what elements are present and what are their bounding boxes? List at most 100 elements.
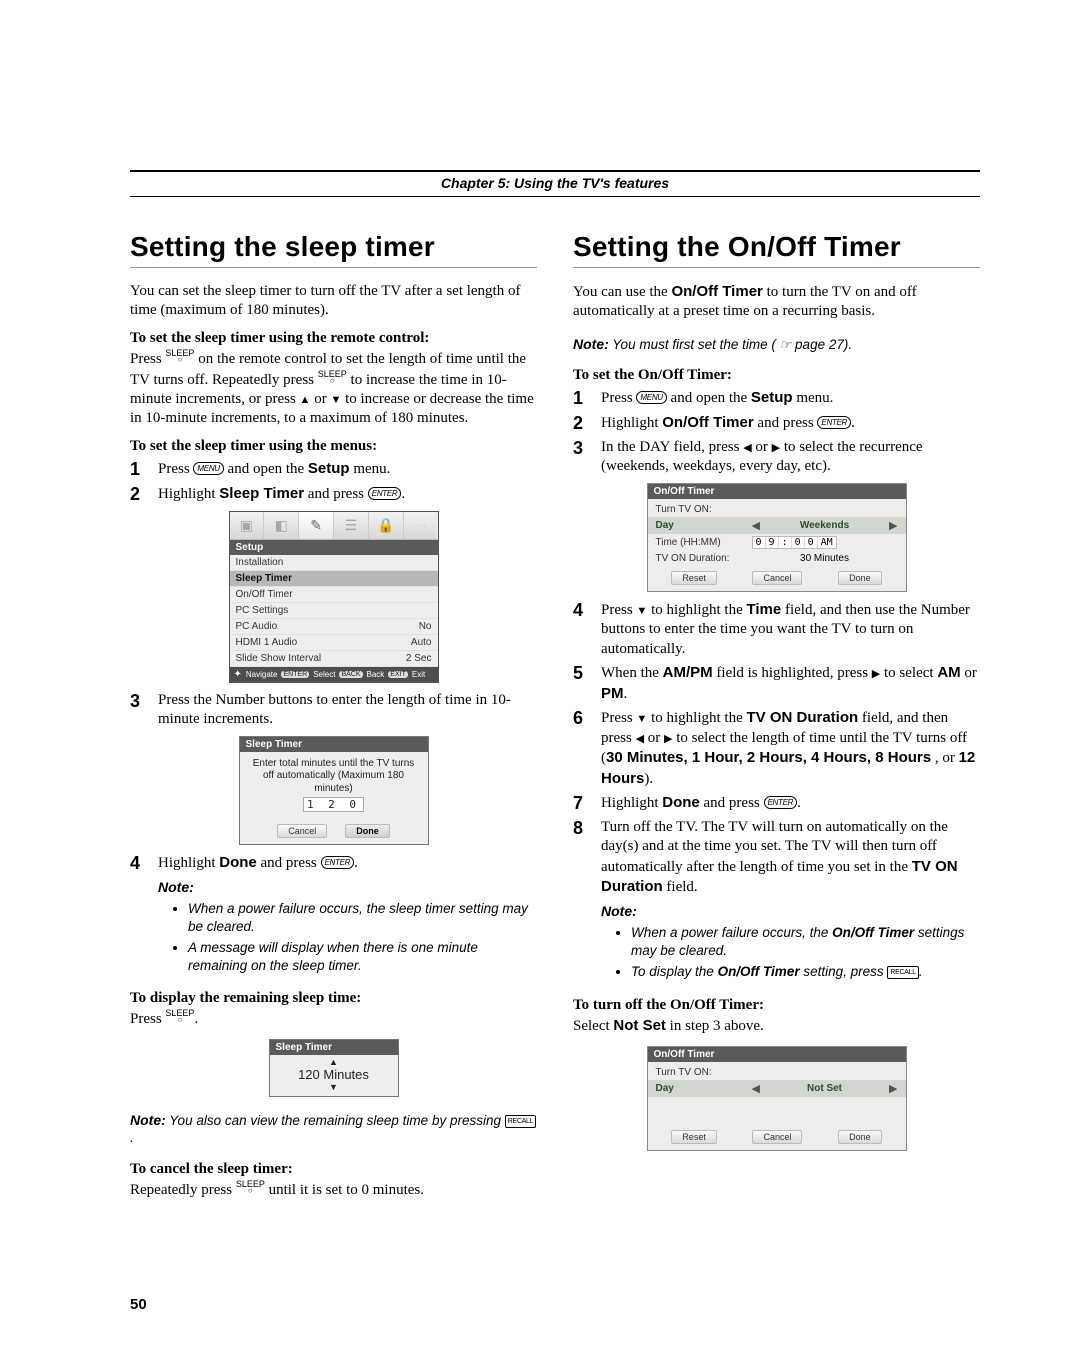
cancel-button: Cancel: [752, 571, 802, 585]
step-3: 3 Press the Number buttons to enter the …: [130, 691, 537, 730]
list-item: PC AudioNo: [230, 619, 438, 635]
down-arrow-icon: [636, 602, 647, 618]
done-button: Done: [345, 824, 390, 838]
left-chevron-icon: [752, 1082, 760, 1095]
right-column: Setting the On/Off Timer You can use the…: [573, 231, 980, 1210]
sleep-remaining-panel-wrap: Sleep Timer ▲ 120 Minutes ▼: [130, 1039, 537, 1097]
tab-icon-lock: 🔒: [369, 512, 404, 539]
setup-header: Setup: [230, 540, 438, 555]
r-step-1: 1 Press MENU and open the Setup menu.: [573, 388, 980, 409]
left-para1: Press SLEEP on the remote control to set…: [130, 349, 537, 428]
panel-header: Sleep Timer: [240, 737, 428, 752]
digit-box: 1 2 0: [303, 797, 364, 812]
remaining-value: 120 Minutes: [276, 1067, 392, 1082]
onoff-panel1-wrap: On/Off Timer Turn TV ON: Day Weekends Ti…: [573, 483, 980, 592]
panel-body: Enter total minutes until the TV turns o…: [240, 752, 428, 821]
r-step-4: 4 Press to highlight the Time field, and…: [573, 600, 980, 660]
setup-panel-wrap: ▣ ◧ ✎ ☰ 🔒 ⋯ Setup Installation Sleep Tim…: [130, 511, 537, 683]
day-row: Day Not Set: [648, 1080, 906, 1097]
hand-pointer-icon: [780, 337, 792, 352]
tab-icon: ⋯: [404, 512, 438, 539]
enter-button-icon: ENTER: [764, 796, 798, 809]
done-button: Done: [838, 571, 882, 585]
note-label: Note:: [158, 879, 194, 895]
sleep-remaining-panel: Sleep Timer ▲ 120 Minutes ▼: [269, 1039, 399, 1097]
note-list: When a power failure occurs, the sleep t…: [158, 900, 537, 974]
day-value: Not Set: [766, 1083, 883, 1094]
time-row: Time (HH:MM) 09:00AM: [648, 534, 906, 551]
r-step-8: 8 Turn off the TV. The TV will turn on a…: [573, 818, 980, 987]
panel-body: ▲ 120 Minutes ▼: [270, 1055, 398, 1096]
left-para3: Press SLEEP.: [130, 1009, 537, 1029]
duration-value: 30 Minutes: [752, 553, 898, 564]
note-list: When a power failure occurs, the On/Off …: [601, 924, 980, 981]
right-arrow-icon: [872, 665, 880, 681]
two-column-layout: Setting the sleep timer You can set the …: [130, 231, 980, 1210]
note-item: To display the On/Off Timer setting, pre…: [631, 963, 980, 981]
left-sub2: To set the sleep timer using the menus:: [130, 438, 537, 455]
panel-header: On/Off Timer: [648, 1047, 906, 1062]
r-step-7: 7 Highlight Done and press ENTER.: [573, 793, 980, 814]
r-step-3: 3 In the DAY field, press or to select t…: [573, 438, 980, 477]
navigate-icon: [234, 669, 242, 680]
panel-label: Turn TV ON:: [648, 502, 906, 517]
panel-buttons: Reset Cancel Done: [648, 566, 906, 591]
menu-button-icon: MENU: [193, 462, 223, 475]
title-rule: [130, 267, 537, 268]
left-sub3: To display the remaining sleep time:: [130, 990, 537, 1007]
sleep-icon: SLEEP: [165, 1009, 194, 1023]
down-arrow-icon: [330, 391, 341, 407]
right-chevron-icon: [889, 1082, 897, 1095]
right-arrow-icon: [664, 730, 672, 746]
panel-buttons: Reset Cancel Done: [648, 1125, 906, 1150]
sleep-entry-panel-wrap: Sleep Timer Enter total minutes until th…: [130, 736, 537, 846]
left-chevron-icon: [752, 519, 760, 532]
note-item: When a power failure occurs, the On/Off …: [631, 924, 980, 959]
setup-tabs: ▣ ◧ ✎ ☰ 🔒 ⋯: [230, 512, 438, 540]
list-item: Slide Show Interval2 Sec: [230, 651, 438, 667]
right-note1: Note: You must first set the time ( page…: [573, 335, 980, 354]
right-arrow-icon: [772, 439, 780, 455]
reset-button: Reset: [671, 571, 717, 585]
right-title: Setting the On/Off Timer: [573, 231, 980, 263]
right-chevron-icon: [889, 519, 897, 532]
sleep-entry-panel: Sleep Timer Enter total minutes until th…: [239, 736, 429, 846]
sleep-icon: SLEEP: [165, 349, 194, 363]
panel-header: On/Off Timer: [648, 484, 906, 499]
tab-icon-wrench: ✎: [299, 512, 334, 539]
tab-icon: ▣: [230, 512, 265, 539]
onoff-panel-2: On/Off Timer Turn TV ON: Day Not Set Res…: [647, 1046, 907, 1151]
recall-button-icon: RECALL: [887, 966, 918, 979]
onoff-panel2-wrap: On/Off Timer Turn TV ON: Day Not Set Res…: [573, 1046, 980, 1151]
list-item: Installation: [230, 555, 438, 571]
right-sub1: To set the On/Off Timer:: [573, 367, 980, 384]
left-sub4: To cancel the sleep timer:: [130, 1161, 537, 1178]
left-title: Setting the sleep timer: [130, 231, 537, 263]
r-step-2: 2 Highlight On/Off Timer and press ENTER…: [573, 413, 980, 434]
step-4: 4 Highlight Done and press ENTER. Note: …: [130, 853, 537, 980]
right-offline: Select Not Set in step 3 above.: [573, 1016, 980, 1036]
left-sub1: To set the sleep timer using the remote …: [130, 330, 537, 347]
menu-button-icon: MENU: [636, 391, 666, 404]
left-arrow-icon: [636, 730, 644, 746]
panel-buttons: Cancel Done: [240, 820, 428, 844]
reset-button: Reset: [671, 1130, 717, 1144]
enter-button-icon: ENTER: [321, 856, 355, 869]
setup-footer: Navigate ENTER Select BACK Back EXIT Exi…: [230, 667, 438, 682]
panel-header: Sleep Timer: [270, 1040, 398, 1055]
remaining-note: Note: You also can view the remaining sl…: [130, 1111, 537, 1147]
r-step-5: 5 When the AM/PM field is highlighted, p…: [573, 663, 980, 704]
tab-icon: ◧: [264, 512, 299, 539]
chapter-bar: Chapter 5: Using the TV's features: [130, 170, 980, 197]
step-1: 1 Press MENU and open the Setup menu.: [130, 459, 537, 480]
recall-button-icon: RECALL: [505, 1115, 536, 1128]
title-rule: [573, 267, 980, 268]
cancel-button: Cancel: [752, 1130, 802, 1144]
duration-row: TV ON Duration: 30 Minutes: [648, 551, 906, 566]
tab-icon: ☰: [334, 512, 369, 539]
page-number: 50: [130, 1296, 147, 1313]
step-2: 2 Highlight Sleep Timer and press ENTER.: [130, 484, 537, 505]
list-item: HDMI 1 AudioAuto: [230, 635, 438, 651]
list-item: PC Settings: [230, 603, 438, 619]
right-sub2: To turn off the On/Off Timer:: [573, 997, 980, 1014]
